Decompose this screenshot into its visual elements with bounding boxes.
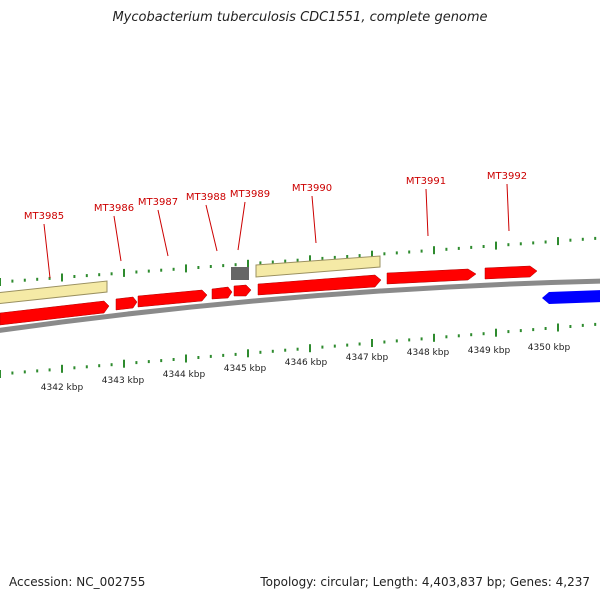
- scale-label: 4345 kbp: [224, 364, 267, 374]
- gene-leader-line: [43, 223, 51, 279]
- gene-label: MT3987: [138, 197, 178, 208]
- scale-label: 4344 kbp: [163, 370, 206, 380]
- gene-label: MT3985: [24, 211, 64, 222]
- gene-leader-line: [311, 195, 317, 244]
- gene-leader-line: [506, 183, 510, 232]
- gene-arrow-forward: [233, 284, 252, 297]
- scale-label: 4346 kbp: [285, 358, 328, 368]
- scale-labels: 4342 kbp 4343 kbp 4344 kbp 4345 kbp 4346 kbp…: [41, 343, 571, 393]
- gene-arrow-forward: [0, 300, 110, 326]
- lower-tick-track: [0, 322, 597, 378]
- other-feature-block: [231, 267, 249, 280]
- genome-summary: Topology: circular; Length: 4,403,837 bp…: [260, 575, 590, 589]
- gene-arrow-forward: [211, 286, 233, 300]
- gene-arrow-forward: [257, 274, 382, 296]
- gene-label: MT3991: [406, 176, 446, 187]
- scale-label: 4348 kbp: [407, 348, 450, 358]
- gene-leader-line: [425, 188, 429, 237]
- map-title: Mycobacterium tuberculosis CDC1551, comp…: [112, 10, 488, 25]
- scale-label: 4347 kbp: [346, 353, 389, 363]
- gene-arrow-forward: [137, 289, 208, 308]
- gene-labels: MT3985 MT3986 MT3987 MT3988 MT3989 MT3990 MT39…: [24, 171, 527, 279]
- gene-label: MT3989: [230, 189, 270, 200]
- gene-leader-line: [205, 204, 218, 252]
- accession-label: Accession: NC_002755: [9, 575, 146, 589]
- gene-label: MT3992: [487, 171, 527, 182]
- scale-label: 4343 kbp: [102, 376, 145, 386]
- gene-arrow-forward: [484, 265, 538, 280]
- feature-band: [255, 255, 381, 278]
- gene-label: MT3986: [94, 203, 134, 214]
- upper-tick-track: [0, 236, 597, 286]
- gene-label: MT3988: [186, 192, 226, 203]
- scale-label: 4350 kbp: [528, 343, 571, 353]
- scale-label: 4349 kbp: [468, 346, 511, 356]
- feature-band: [0, 280, 108, 304]
- gene-arrow-forward: [386, 268, 477, 285]
- genome-backbone: [0, 278, 600, 333]
- gene-leader-line: [157, 209, 169, 257]
- gene-leader-line: [113, 215, 122, 262]
- scale-label: 4342 kbp: [41, 383, 84, 393]
- gene-arrow-reverse: [542, 290, 600, 304]
- gene-arrow-forward: [115, 296, 138, 311]
- gene-label: MT3990: [292, 183, 332, 194]
- gene-leader-line: [237, 201, 246, 251]
